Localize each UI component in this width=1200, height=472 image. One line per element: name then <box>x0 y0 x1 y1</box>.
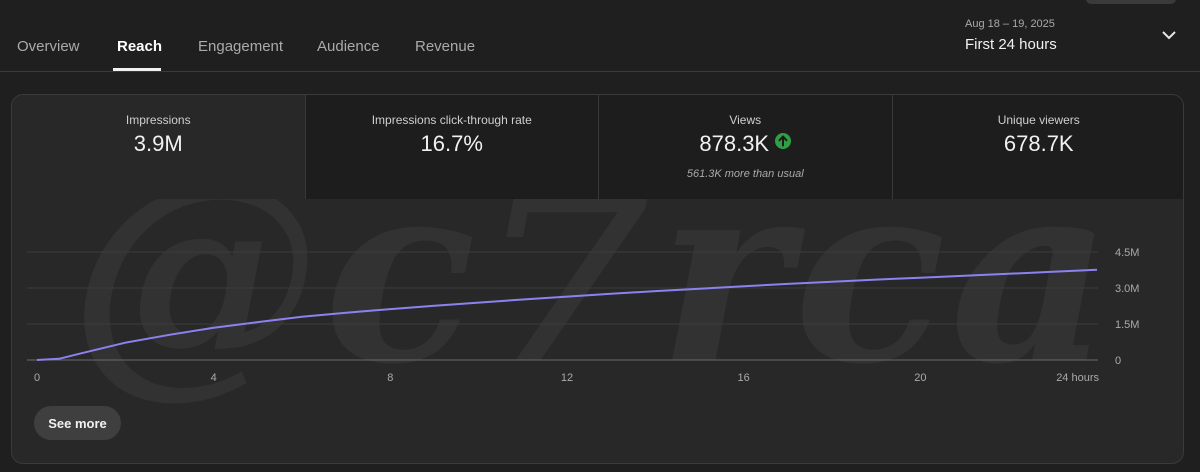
metric-label: Unique viewers <box>997 113 1080 127</box>
tab-revenue[interactable]: Revenue <box>415 38 476 55</box>
metric-views[interactable]: Views 878.3K 561.3K more than usual <box>599 95 893 199</box>
y-tick-label: 4.5M <box>1115 247 1139 259</box>
impressions-series-line <box>36 268 1098 361</box>
y-tick-label: 0 <box>1115 355 1121 367</box>
tab-reach[interactable]: Reach <box>117 38 163 55</box>
metric-ctr[interactable]: Impressions click-through rate 16.7% <box>305 95 599 199</box>
reach-card: @c7rca Impressions 3.9M Impressions clic… <box>11 94 1184 464</box>
metric-label: Impressions <box>125 113 191 127</box>
active-tab-indicator <box>113 68 161 71</box>
impressions-line-chart: 0 1.5M 3.0M 4.5M 0 4 8 12 16 20 24 hours <box>27 247 1139 384</box>
see-more-button[interactable]: See more <box>34 406 121 440</box>
top-bar: Overview Reach Engagement Audience Reven… <box>0 0 1200 72</box>
x-tick-label: 12 <box>561 372 573 384</box>
y-tick-label: 3.0M <box>1115 283 1139 295</box>
date-range-period: First 24 hours <box>965 36 1057 53</box>
tab-audience[interactable]: Audience <box>317 38 380 55</box>
metric-label: Impressions click-through rate <box>371 113 532 127</box>
metric-subtext: 561.3K more than usual <box>686 168 804 180</box>
x-tick-label: 16 <box>738 372 750 384</box>
metric-impressions[interactable]: Impressions 3.9M <box>12 95 306 199</box>
metric-unique-viewers[interactable]: Unique viewers 678.7K <box>892 95 1183 199</box>
metric-value: 878.3K <box>599 131 892 157</box>
metrics-row: Impressions 3.9M Impressions click-throu… <box>12 95 1183 199</box>
x-tick-label: 24 hours <box>1056 372 1099 384</box>
tab-overview[interactable]: Overview <box>17 38 80 55</box>
x-tick-label: 20 <box>914 372 926 384</box>
date-range-dates: Aug 18 – 19, 2025 <box>965 18 1055 30</box>
x-tick-label: 8 <box>387 372 393 384</box>
header-button-stub[interactable] <box>1086 0 1176 4</box>
metric-value: 3.9M <box>133 131 183 156</box>
trend-up-icon <box>775 133 792 149</box>
metric-value: 16.7% <box>420 131 483 156</box>
date-range-selector[interactable]: Aug 18 – 19, 2025 First 24 hours <box>965 18 1185 60</box>
metric-value: 678.7K <box>1003 131 1074 156</box>
x-tick-label: 4 <box>211 372 217 384</box>
chevron-down-icon[interactable] <box>1162 30 1176 40</box>
tab-engagement[interactable]: Engagement <box>198 38 284 55</box>
metric-label: Views <box>729 113 762 127</box>
x-tick-label: 0 <box>34 372 40 384</box>
y-tick-label: 1.5M <box>1115 319 1139 331</box>
